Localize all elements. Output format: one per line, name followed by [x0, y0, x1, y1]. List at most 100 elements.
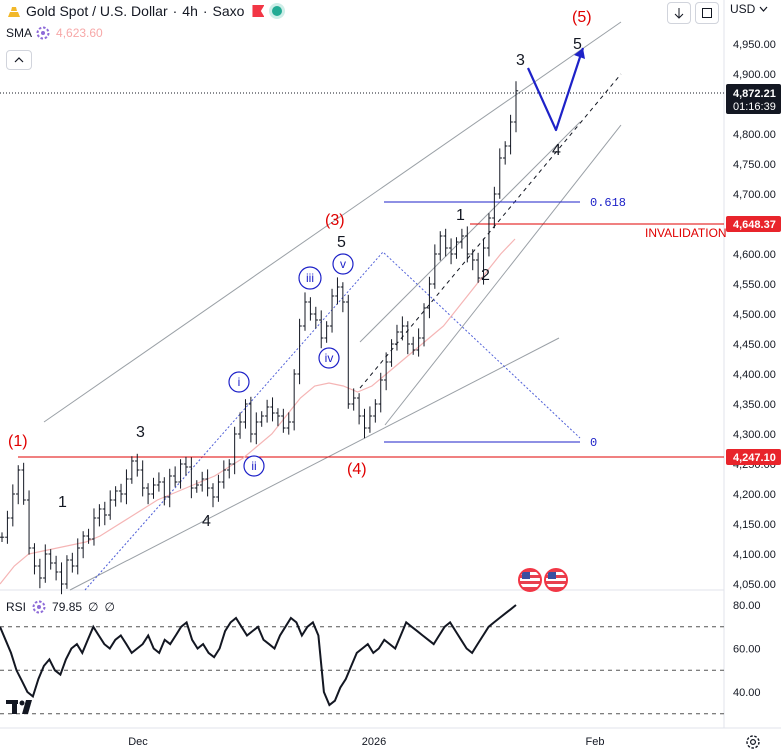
ohlc-bar	[216, 474, 221, 502]
ohlc-bar	[113, 486, 118, 507]
ohlc-bar	[0, 532, 5, 542]
channel-mid-dashed-line	[359, 73, 622, 389]
rsi-legend[interactable]: RSI 79.85 ∅ ∅	[6, 600, 121, 614]
ohlc-bar	[508, 114, 513, 155]
last-price-value: 4,872.21	[733, 88, 776, 100]
wave-label-1-red: (1)	[8, 433, 28, 450]
ohlc-bar	[43, 544, 48, 583]
flag-icon[interactable]	[252, 5, 265, 17]
ohlc-bar	[367, 406, 373, 433]
ohlc-bar	[394, 324, 400, 351]
ohlc-bar	[124, 469, 129, 505]
invalidation-value: 4,648.37	[733, 219, 776, 231]
rsi-value: 79.85	[52, 600, 83, 614]
channel-lower-inner-line	[384, 124, 622, 426]
ohlc-bar	[97, 504, 102, 527]
chevron-up-icon	[14, 57, 24, 63]
wave-label-4-red: (4)	[347, 461, 367, 478]
ohlc-bar	[264, 399, 270, 423]
wave-label-c5: 5	[573, 36, 582, 53]
ohlc-bar	[319, 310, 324, 349]
move-down-button[interactable]	[667, 2, 691, 24]
rsi-name: RSI	[6, 600, 27, 614]
ohlc-bar	[438, 231, 443, 261]
economic-events[interactable]	[518, 568, 570, 592]
price-tick: 4,600.00	[733, 249, 776, 261]
sma-value: 4,623.60	[56, 26, 103, 40]
wave-label-c2: 2	[481, 267, 490, 284]
price-tick: 4,200.00	[733, 489, 776, 501]
ohlc-bar	[248, 396, 254, 443]
collapse-legend-button[interactable]	[6, 50, 32, 70]
ohlc-bar	[64, 555, 70, 589]
channel-upper-inner-line	[359, 121, 581, 343]
symbol-title: Gold Spot / U.S. Dollar	[26, 3, 168, 19]
price-tick: 4,350.00	[733, 399, 776, 411]
ohlc-bar	[513, 81, 519, 133]
ohlc-bar	[346, 294, 351, 409]
ohlc-bar	[383, 352, 389, 391]
currency-selector[interactable]: USD	[730, 2, 768, 16]
ohlc-bar	[465, 226, 470, 263]
indicator-settings-icon[interactable]	[32, 600, 46, 614]
svg-text:ii: ii	[251, 459, 256, 473]
ohlc-bar	[199, 471, 205, 492]
ohlc-bar	[443, 228, 448, 257]
price-tick: 4,700.00	[733, 189, 776, 201]
rsi-line	[0, 604, 517, 707]
support-badge: 4,247.10	[726, 449, 781, 465]
maximize-pane-button[interactable]	[695, 2, 719, 24]
ohlc-bar	[459, 228, 465, 249]
ohlc-bar	[86, 528, 91, 544]
ohlc-bar	[254, 412, 259, 445]
ohlc-bar	[492, 186, 497, 229]
ohlc-bar	[324, 321, 329, 343]
channel-lower-line	[69, 337, 560, 591]
ohlc-bars	[0, 81, 519, 595]
ohlc-bar	[53, 555, 59, 581]
wave-label-5-red: (5)	[572, 9, 592, 26]
price-tick: 4,500.00	[733, 309, 776, 321]
ohlc-bar	[427, 276, 432, 319]
us-flag-icon[interactable]	[544, 568, 568, 592]
ohlc-bar	[308, 297, 313, 321]
svg-text:iii: iii	[306, 271, 314, 285]
us-flag-icon[interactable]	[518, 568, 542, 592]
ohlc-bar	[172, 466, 178, 487]
maximize-icon	[702, 8, 712, 18]
projection-path	[526, 47, 585, 132]
minor-wave-v: v	[332, 253, 354, 275]
rsi-null-a: ∅	[88, 600, 99, 614]
chevron-down-icon	[759, 6, 768, 12]
ohlc-bar	[21, 462, 26, 505]
sma-legend[interactable]: SMA 4,623.60	[6, 26, 103, 40]
ohlc-bar	[48, 549, 53, 570]
ohlc-bar	[194, 480, 199, 493]
price-tick: 4,050.00	[733, 579, 776, 591]
ohlc-bar	[470, 249, 475, 271]
ohlc-bar	[26, 490, 32, 555]
gear-icon[interactable]	[744, 733, 762, 751]
countdown-value: 01:16:39	[733, 101, 776, 113]
svg-text:i: i	[238, 375, 241, 389]
symbol-header[interactable]: Gold Spot / U.S. Dollar · 4h · Saxo	[6, 2, 283, 20]
ohlc-bar	[421, 303, 427, 347]
ohlc-bar	[340, 282, 346, 313]
ohlc-bar	[156, 472, 162, 492]
minor-wave-iv: iv	[318, 347, 340, 369]
indicator-settings-icon[interactable]	[36, 26, 50, 40]
svg-text:v: v	[340, 257, 346, 271]
price-tick: 4,950.00	[733, 39, 776, 51]
ohlc-bar	[351, 388, 356, 411]
ohlc-bar	[416, 328, 421, 357]
interval-label: 4h	[182, 3, 198, 19]
tradingview-logo-icon	[6, 700, 32, 714]
ohlc-bar	[91, 508, 97, 546]
rsi-tick: 60.00	[733, 644, 761, 656]
fib-label-618: 0.618	[590, 196, 626, 210]
ohlc-bar	[108, 490, 113, 520]
time-label-feb: Feb	[586, 736, 605, 748]
projection-arrow-icon	[574, 48, 585, 59]
support-value: 4,247.10	[733, 452, 776, 464]
